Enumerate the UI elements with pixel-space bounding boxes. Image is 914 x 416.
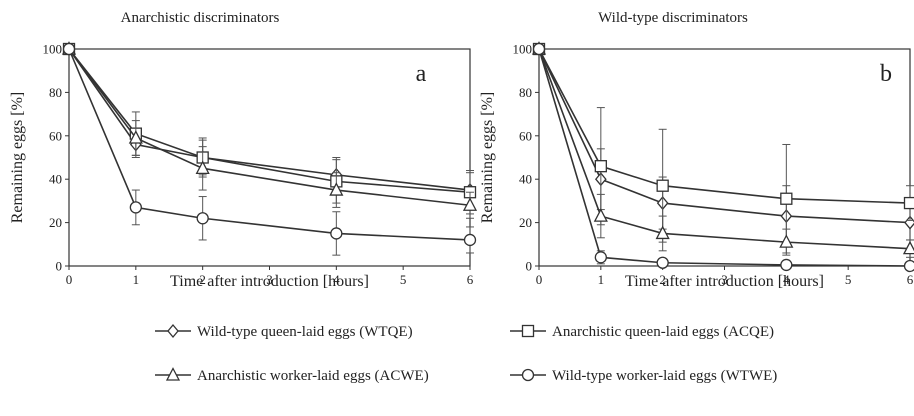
y-tick-label: 80 <box>49 85 62 100</box>
panel-letter: b <box>880 61 892 87</box>
data-point-circle <box>595 252 606 263</box>
series-line <box>539 49 910 266</box>
data-point-square <box>781 193 792 204</box>
legend-marker-circle <box>523 370 534 381</box>
x-tick-label: 5 <box>845 272 852 287</box>
data-point-circle <box>64 44 75 55</box>
x-tick-label: 5 <box>400 272 407 287</box>
legend-marker-diamond <box>168 325 178 337</box>
data-point-circle <box>905 261 914 272</box>
legend-item: Wild-type queen-laid eggs (WTQE) <box>155 324 413 340</box>
y-tick-label: 100 <box>513 42 533 57</box>
y-axis-label: Remaining eggs [%] <box>9 92 26 224</box>
plot-frame <box>69 49 470 266</box>
series-line <box>69 49 470 205</box>
plot-area <box>533 43 914 272</box>
series-line <box>69 49 470 192</box>
x-tick-label: 1 <box>598 272 605 287</box>
y-tick-label: 40 <box>519 172 532 187</box>
data-point-circle <box>331 228 342 239</box>
y-axis-label: Remaining eggs [%] <box>479 92 496 224</box>
x-tick-label: 6 <box>467 272 474 287</box>
x-axis-label: Time after introduction [hours] <box>625 273 824 290</box>
data-point-square <box>657 180 668 191</box>
data-point-square <box>905 198 914 209</box>
chart-title: Anarchistic discriminators <box>121 10 280 26</box>
x-tick-label: 6 <box>907 272 914 287</box>
series-line <box>69 49 470 240</box>
series-triangle <box>533 43 914 258</box>
x-axis-label: Time after introduction [hours] <box>170 273 369 290</box>
series-triangle <box>63 43 476 219</box>
legend-item: Anarchistic worker-laid eggs (ACWE) <box>155 368 429 384</box>
legend-marker-square <box>523 326 534 337</box>
plot-frame <box>539 49 910 266</box>
y-tick-label: 20 <box>519 215 532 230</box>
series-line <box>539 49 910 223</box>
series-diamond <box>534 43 914 246</box>
legend-label: Anarchistic worker-laid eggs (ACWE) <box>197 368 429 384</box>
y-tick-label: 100 <box>43 42 63 57</box>
data-point-circle <box>534 44 545 55</box>
x-tick-label: 0 <box>66 272 73 287</box>
panel-anarchistic-discriminators: Anarchistic discriminators a 0 20 40 60 80 100 0… <box>9 10 476 290</box>
series-circle <box>64 44 476 256</box>
legend: Wild-type queen-laid eggs (WTQE) Anarchis… <box>155 324 777 384</box>
legend-item: Wild-type worker-laid eggs (WTWE) <box>510 368 777 384</box>
x-tick-label: 1 <box>133 272 140 287</box>
legend-label: Anarchistic queen-laid eggs (ACQE) <box>552 324 774 340</box>
y-tick-label: 80 <box>519 85 532 100</box>
legend-label: Wild-type worker-laid eggs (WTWE) <box>552 368 777 384</box>
data-point-square <box>595 161 606 172</box>
y-tick-label: 0 <box>526 259 533 274</box>
data-point-circle <box>657 257 668 268</box>
y-tick-label: 20 <box>49 215 62 230</box>
data-point-circle <box>465 234 476 245</box>
legend-label: Wild-type queen-laid eggs (WTQE) <box>197 324 413 340</box>
series-line <box>539 49 910 249</box>
legend-item: Anarchistic queen-laid eggs (ACQE) <box>510 324 774 340</box>
data-point-circle <box>781 259 792 270</box>
chart-title: Wild-type discriminators <box>598 10 748 26</box>
x-tick-label: 0 <box>536 272 543 287</box>
panel-letter: a <box>416 61 427 87</box>
y-tick-label: 60 <box>49 128 62 143</box>
plot-area <box>63 43 476 256</box>
y-tick-label: 0 <box>56 259 63 274</box>
data-point-triangle <box>595 210 607 222</box>
data-point-circle <box>197 213 208 224</box>
y-tick-label: 40 <box>49 172 62 187</box>
y-tick-label: 60 <box>519 128 532 143</box>
data-point-circle <box>130 202 141 213</box>
series-line <box>539 49 910 203</box>
